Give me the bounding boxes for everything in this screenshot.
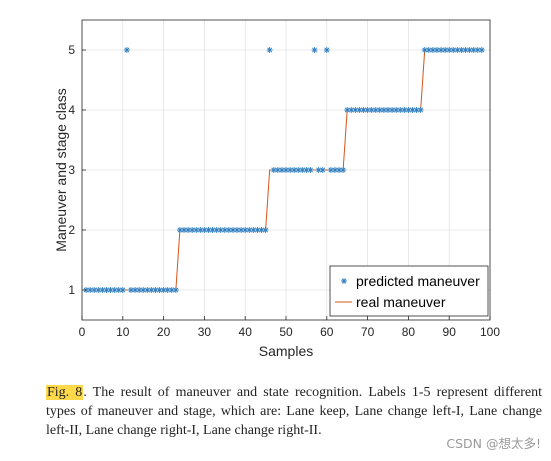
x-tick-label: 60 <box>320 325 334 339</box>
predicted-point <box>429 47 436 53</box>
figure-caption: Fig. 8. The result of maneuver and state… <box>46 383 542 440</box>
caption-text: . The result of maneuver and state recog… <box>46 385 542 438</box>
legend-label-real: real maneuver <box>356 294 446 310</box>
predicted-point <box>299 167 306 173</box>
legend-box <box>329 265 489 317</box>
y-tick-label: 4 <box>68 103 75 117</box>
x-tick-label: 90 <box>443 325 457 339</box>
predicted-point <box>385 107 391 113</box>
predicted-point <box>356 107 363 113</box>
y-ticks: 1 2 3 4 5 <box>68 43 86 297</box>
predicted-point <box>438 47 445 53</box>
predicted-point <box>168 287 175 293</box>
x-tick-label: 50 <box>279 325 293 339</box>
legend-marker-predicted <box>341 278 347 284</box>
predicted-point <box>115 287 122 293</box>
y-axis-label: Maneuver and stage class <box>53 88 69 251</box>
y-tick-label: 1 <box>68 283 75 297</box>
predicted-point <box>307 167 314 173</box>
predicted-point <box>283 167 289 173</box>
predicted-point <box>217 227 224 233</box>
predicted-points <box>83 47 485 293</box>
maneuver-chart: 0 10 20 30 40 50 60 70 80 90 100 1 2 3 4 5 Samples Man… <box>53 19 500 359</box>
x-tick-label: 40 <box>239 325 253 339</box>
predicted-point <box>91 287 98 293</box>
x-tick-label: 80 <box>402 325 416 339</box>
legend-label-predicted: predicted maneuver <box>356 273 480 289</box>
y-tick-label: 3 <box>68 163 75 177</box>
predicted-point <box>160 287 167 293</box>
x-tick-label: 100 <box>480 325 500 339</box>
predicted-point <box>123 47 130 53</box>
predicted-point <box>303 167 310 173</box>
predicted-point <box>262 227 269 233</box>
predicted-point <box>409 107 416 113</box>
predicted-point <box>474 47 481 53</box>
x-tick-label: 0 <box>79 325 86 339</box>
predicted-point <box>172 287 179 293</box>
y-tick-label: 2 <box>68 223 75 237</box>
x-axis-label: Samples <box>259 343 313 359</box>
predicted-point <box>311 47 318 53</box>
predicted-point <box>319 167 326 173</box>
predicted-point <box>225 227 232 233</box>
predicted-point <box>425 47 432 53</box>
legend: predicted maneuver real maneuver <box>329 265 489 317</box>
predicted-point <box>462 47 469 53</box>
predicted-point <box>189 227 196 233</box>
x-tick-label: 10 <box>116 325 130 339</box>
predicted-point <box>95 287 102 293</box>
predicted-point <box>478 47 485 53</box>
predicted-point <box>99 287 106 293</box>
y-tick-label: 5 <box>68 43 75 57</box>
predicted-point <box>417 107 424 113</box>
figure-label: Fig. 8 <box>46 385 84 400</box>
predicted-point <box>446 47 453 53</box>
predicted-point <box>266 47 273 53</box>
predicted-point <box>323 47 330 53</box>
x-tick-label: 30 <box>198 325 212 339</box>
predicted-point <box>376 107 383 113</box>
x-tick-label: 20 <box>157 325 171 339</box>
predicted-point <box>344 107 351 113</box>
predicted-point <box>185 227 192 233</box>
predicted-point <box>119 287 126 293</box>
x-tick-label: 70 <box>361 325 375 339</box>
predicted-point <box>340 167 347 173</box>
predicted-point <box>176 227 183 233</box>
x-ticks: 0 10 20 30 40 50 60 70 80 90 100 <box>79 316 500 339</box>
predicted-point <box>132 287 139 293</box>
watermark: CSDN @想太多! <box>446 436 541 451</box>
predicted-point <box>364 107 371 113</box>
